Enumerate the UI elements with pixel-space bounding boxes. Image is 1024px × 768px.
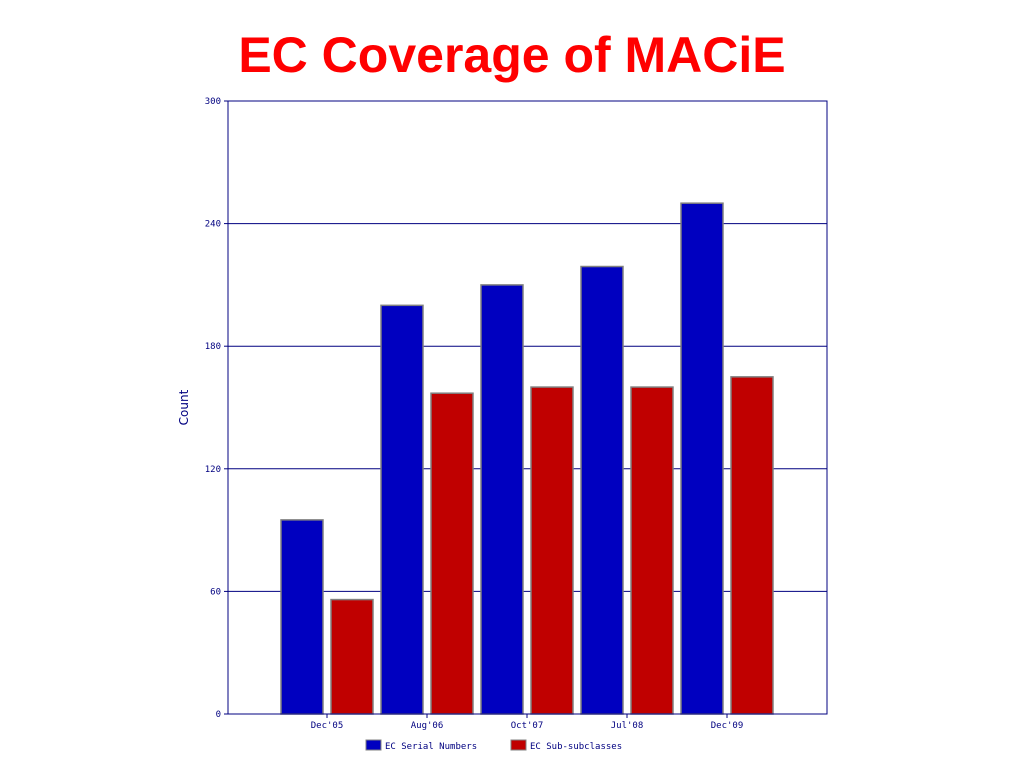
bar-subsub-2 [530, 386, 574, 715]
x-tick-label: Jul'08 [611, 721, 644, 731]
page-title: EC Coverage of MACiE [238, 27, 786, 83]
bar-serial-4 [680, 202, 724, 715]
y-axis-label: Count [177, 389, 191, 425]
bar-subsub-3 [630, 386, 674, 715]
legend-swatch [365, 739, 382, 751]
y-tick-label: 300 [205, 97, 221, 107]
legend-swatch [510, 739, 527, 751]
grid-lines [228, 223, 827, 592]
legend-label: EC Serial Numbers [385, 742, 477, 752]
bar-serial-3 [580, 265, 624, 715]
bar-serial-1 [380, 304, 424, 715]
y-axis: 0 60 120 180 240 300 [205, 97, 228, 720]
y-tick-label: 240 [205, 220, 221, 230]
legend: EC Serial Numbers EC Sub-subclasses [365, 739, 622, 752]
x-tick-label: Dec'05 [311, 721, 344, 731]
bar-subsub-1 [430, 392, 474, 715]
x-axis: Dec'05 Aug'06 Oct'07 Jul'08 Dec'09 [311, 714, 744, 731]
bar-subsub-0 [330, 598, 374, 715]
y-tick-label: 0 [216, 710, 221, 720]
y-tick-label: 60 [210, 587, 221, 597]
bar-serial-0 [280, 519, 324, 715]
bar-subsub-4 [730, 376, 774, 715]
bar-serial-2 [480, 284, 524, 715]
y-tick-label: 180 [205, 342, 221, 352]
x-tick-label: Oct'07 [511, 721, 544, 731]
x-tick-label: Aug'06 [411, 721, 444, 731]
y-tick-label: 120 [205, 465, 221, 475]
x-tick-label: Dec'09 [711, 721, 744, 731]
legend-label: EC Sub-subclasses [530, 742, 622, 752]
bars [280, 202, 774, 715]
